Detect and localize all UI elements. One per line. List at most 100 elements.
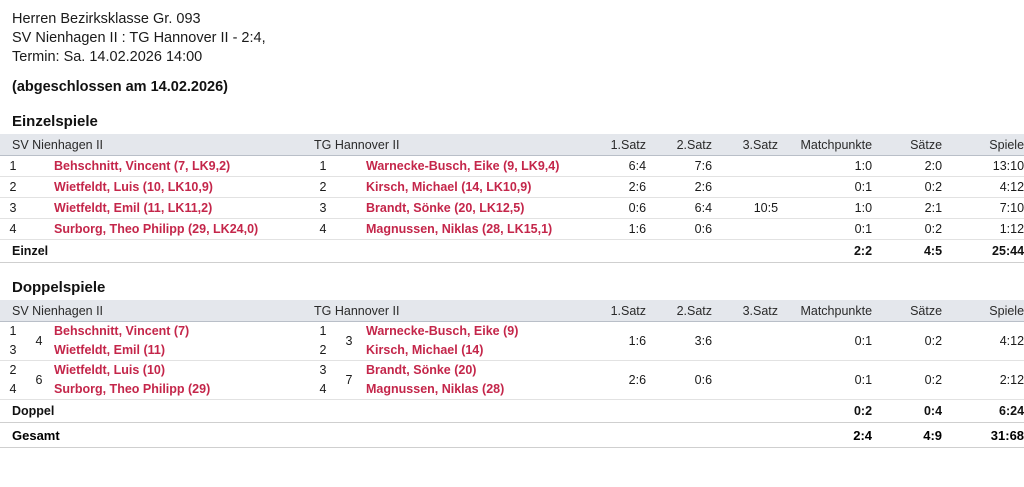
set1-score: 0:6 <box>594 197 661 219</box>
singles-header-row: SV Nienhagen II TG Hannover II 1.Satz 2.… <box>0 134 1024 156</box>
matchpoints-score: 0:1 <box>792 360 903 400</box>
match-date: Termin: Sa. 14.02.2026 14:00 <box>12 49 203 65</box>
doubles-summary-label: Doppel <box>0 399 595 423</box>
away-pair-group: 7 <box>336 360 363 400</box>
home-player-top[interactable]: Wietfeldt, Luis (10) <box>54 363 166 377</box>
match-header: Herren Bezirksklasse Gr. 093 SV Nienhage… <box>0 0 1024 97</box>
total-label: Gesamt <box>0 422 595 448</box>
away-player-bottom[interactable]: Magnussen, Niklas (28) <box>366 382 505 396</box>
set1-score: 2:6 <box>594 176 661 198</box>
column-home-team: SV Nienhagen II <box>0 134 311 156</box>
table-row: 2 4 6 Wietfeldt, Luis (10) Surborg, Theo… <box>0 360 1024 400</box>
games-score: 4:12 <box>964 176 1024 198</box>
column-set3: 3.Satz <box>726 300 793 322</box>
away-pair-ranks: 1 2 <box>310 321 337 361</box>
away-rank: 2 <box>310 176 337 198</box>
away-player[interactable]: Kirsch, Michael (14, LK10,9) <box>362 176 595 198</box>
column-set2: 2.Satz <box>660 134 727 156</box>
home-rank: 1 <box>0 155 26 177</box>
games-score: 4:12 <box>964 321 1024 361</box>
column-games: Spiele <box>964 134 1024 156</box>
table-row: 4 Surborg, Theo Philipp (29, LK24,0) 4 M… <box>0 218 1024 240</box>
column-matchpoints: Matchpunkte <box>792 300 903 322</box>
matchpoints-score: 0:1 <box>792 321 903 361</box>
set2-score: 6:4 <box>660 197 727 219</box>
away-rank-top: 1 <box>319 324 327 338</box>
doubles-table: SV Nienhagen II TG Hannover II 1.Satz 2.… <box>0 300 1024 448</box>
sets-score: 2:1 <box>902 197 965 219</box>
away-pair-players[interactable]: Warnecke-Busch, Eike (9) Kirsch, Michael… <box>362 321 595 361</box>
total-row: Gesamt 2:4 4:9 31:68 <box>0 422 1024 448</box>
singles-summary-label: Einzel <box>0 239 595 263</box>
games-score: 13:10 <box>964 155 1024 177</box>
singles-section: Einzelspiele SV Nienhagen II TG Hannover… <box>0 113 1024 263</box>
set2-score: 0:6 <box>660 360 727 400</box>
doubles-summary-row: Doppel 0:2 0:4 6:24 <box>0 399 1024 423</box>
total-games: 31:68 <box>964 422 1024 448</box>
column-set1: 1.Satz <box>594 134 661 156</box>
home-player[interactable]: Wietfeldt, Luis (10, LK10,9) <box>52 176 311 198</box>
singles-summary-sets: 4:5 <box>902 239 965 263</box>
set2-score: 3:6 <box>660 321 727 361</box>
set1-score: 2:6 <box>594 360 661 400</box>
doubles-summary-games: 6:24 <box>964 399 1024 423</box>
home-pair-group: 4 <box>26 321 52 361</box>
away-player-bottom[interactable]: Kirsch, Michael (14) <box>366 343 484 357</box>
set3-score <box>726 155 793 177</box>
home-rank-bottom: 4 <box>9 382 17 396</box>
column-set1: 1.Satz <box>594 300 661 322</box>
away-rank-top: 3 <box>319 363 327 377</box>
column-set3: 3.Satz <box>726 134 793 156</box>
match-status: (abgeschlossen am 14.02.2026) <box>12 79 229 95</box>
home-player-top[interactable]: Behschnitt, Vincent (7) <box>54 324 190 338</box>
away-rank: 3 <box>310 197 337 219</box>
matchpoints-score: 0:1 <box>792 176 903 198</box>
matchpoints-score: 0:1 <box>792 218 903 240</box>
home-pair-ranks: 2 4 <box>0 360 26 400</box>
matchup-line: SV Nienhagen II : TG Hannover II - 2:4, <box>12 30 266 46</box>
sets-score: 0:2 <box>902 176 965 198</box>
home-player[interactable]: Surborg, Theo Philipp (29, LK24,0) <box>52 218 311 240</box>
away-player-top[interactable]: Brandt, Sönke (20) <box>366 363 477 377</box>
away-player[interactable]: Brandt, Sönke (20, LK12,5) <box>362 197 595 219</box>
home-rank-bottom: 3 <box>9 343 17 357</box>
singles-summary-row: Einzel 2:2 4:5 25:44 <box>0 239 1024 263</box>
away-player[interactable]: Warnecke-Busch, Eike (9, LK9,4) <box>362 155 595 177</box>
home-pair-players[interactable]: Wietfeldt, Luis (10) Surborg, Theo Phili… <box>52 360 311 400</box>
set3-score <box>726 218 793 240</box>
home-rank: 3 <box>0 197 26 219</box>
sets-score: 2:0 <box>902 155 965 177</box>
home-rank: 2 <box>0 176 26 198</box>
column-sets: Sätze <box>902 300 965 322</box>
away-player[interactable]: Magnussen, Niklas (28, LK15,1) <box>362 218 595 240</box>
singles-summary-matchpoints: 2:2 <box>792 239 903 263</box>
home-rank-top: 1 <box>9 324 17 338</box>
doubles-section: Doppelspiele SV Nienhagen II TG Hannover… <box>0 279 1024 448</box>
home-player[interactable]: Wietfeldt, Emil (11, LK11,2) <box>52 197 311 219</box>
table-row: 1 3 4 Behschnitt, Vincent (7) Wietfeldt,… <box>0 321 1024 361</box>
total-matchpoints: 2:4 <box>792 422 903 448</box>
singles-title: Einzelspiele <box>12 113 98 130</box>
away-pair-players[interactable]: Brandt, Sönke (20) Magnussen, Niklas (28… <box>362 360 595 400</box>
sets-score: 0:2 <box>902 321 965 361</box>
away-rank-bottom: 4 <box>319 382 327 396</box>
table-row: 1 Behschnitt, Vincent (7, LK9,2) 1 Warne… <box>0 155 1024 177</box>
home-player[interactable]: Behschnitt, Vincent (7, LK9,2) <box>52 155 311 177</box>
doubles-title: Doppelspiele <box>12 279 106 296</box>
column-away-team: TG Hannover II <box>310 300 595 322</box>
column-away-team: TG Hannover II <box>310 134 595 156</box>
home-rank: 4 <box>0 218 26 240</box>
table-row: 2 Wietfeldt, Luis (10, LK10,9) 2 Kirsch,… <box>0 176 1024 198</box>
home-player-bottom[interactable]: Wietfeldt, Emil (11) <box>54 343 166 357</box>
home-player-bottom[interactable]: Surborg, Theo Philipp (29) <box>54 382 211 396</box>
away-rank: 4 <box>310 218 337 240</box>
games-score: 1:12 <box>964 218 1024 240</box>
column-home-team: SV Nienhagen II <box>0 300 311 322</box>
doubles-summary-matchpoints: 0:2 <box>792 399 903 423</box>
singles-summary-games: 25:44 <box>964 239 1024 263</box>
away-player-top[interactable]: Warnecke-Busch, Eike (9) <box>366 324 519 338</box>
set2-score: 0:6 <box>660 218 727 240</box>
home-pair-players[interactable]: Behschnitt, Vincent (7) Wietfeldt, Emil … <box>52 321 311 361</box>
doubles-header-row: SV Nienhagen II TG Hannover II 1.Satz 2.… <box>0 300 1024 322</box>
column-games: Spiele <box>964 300 1024 322</box>
